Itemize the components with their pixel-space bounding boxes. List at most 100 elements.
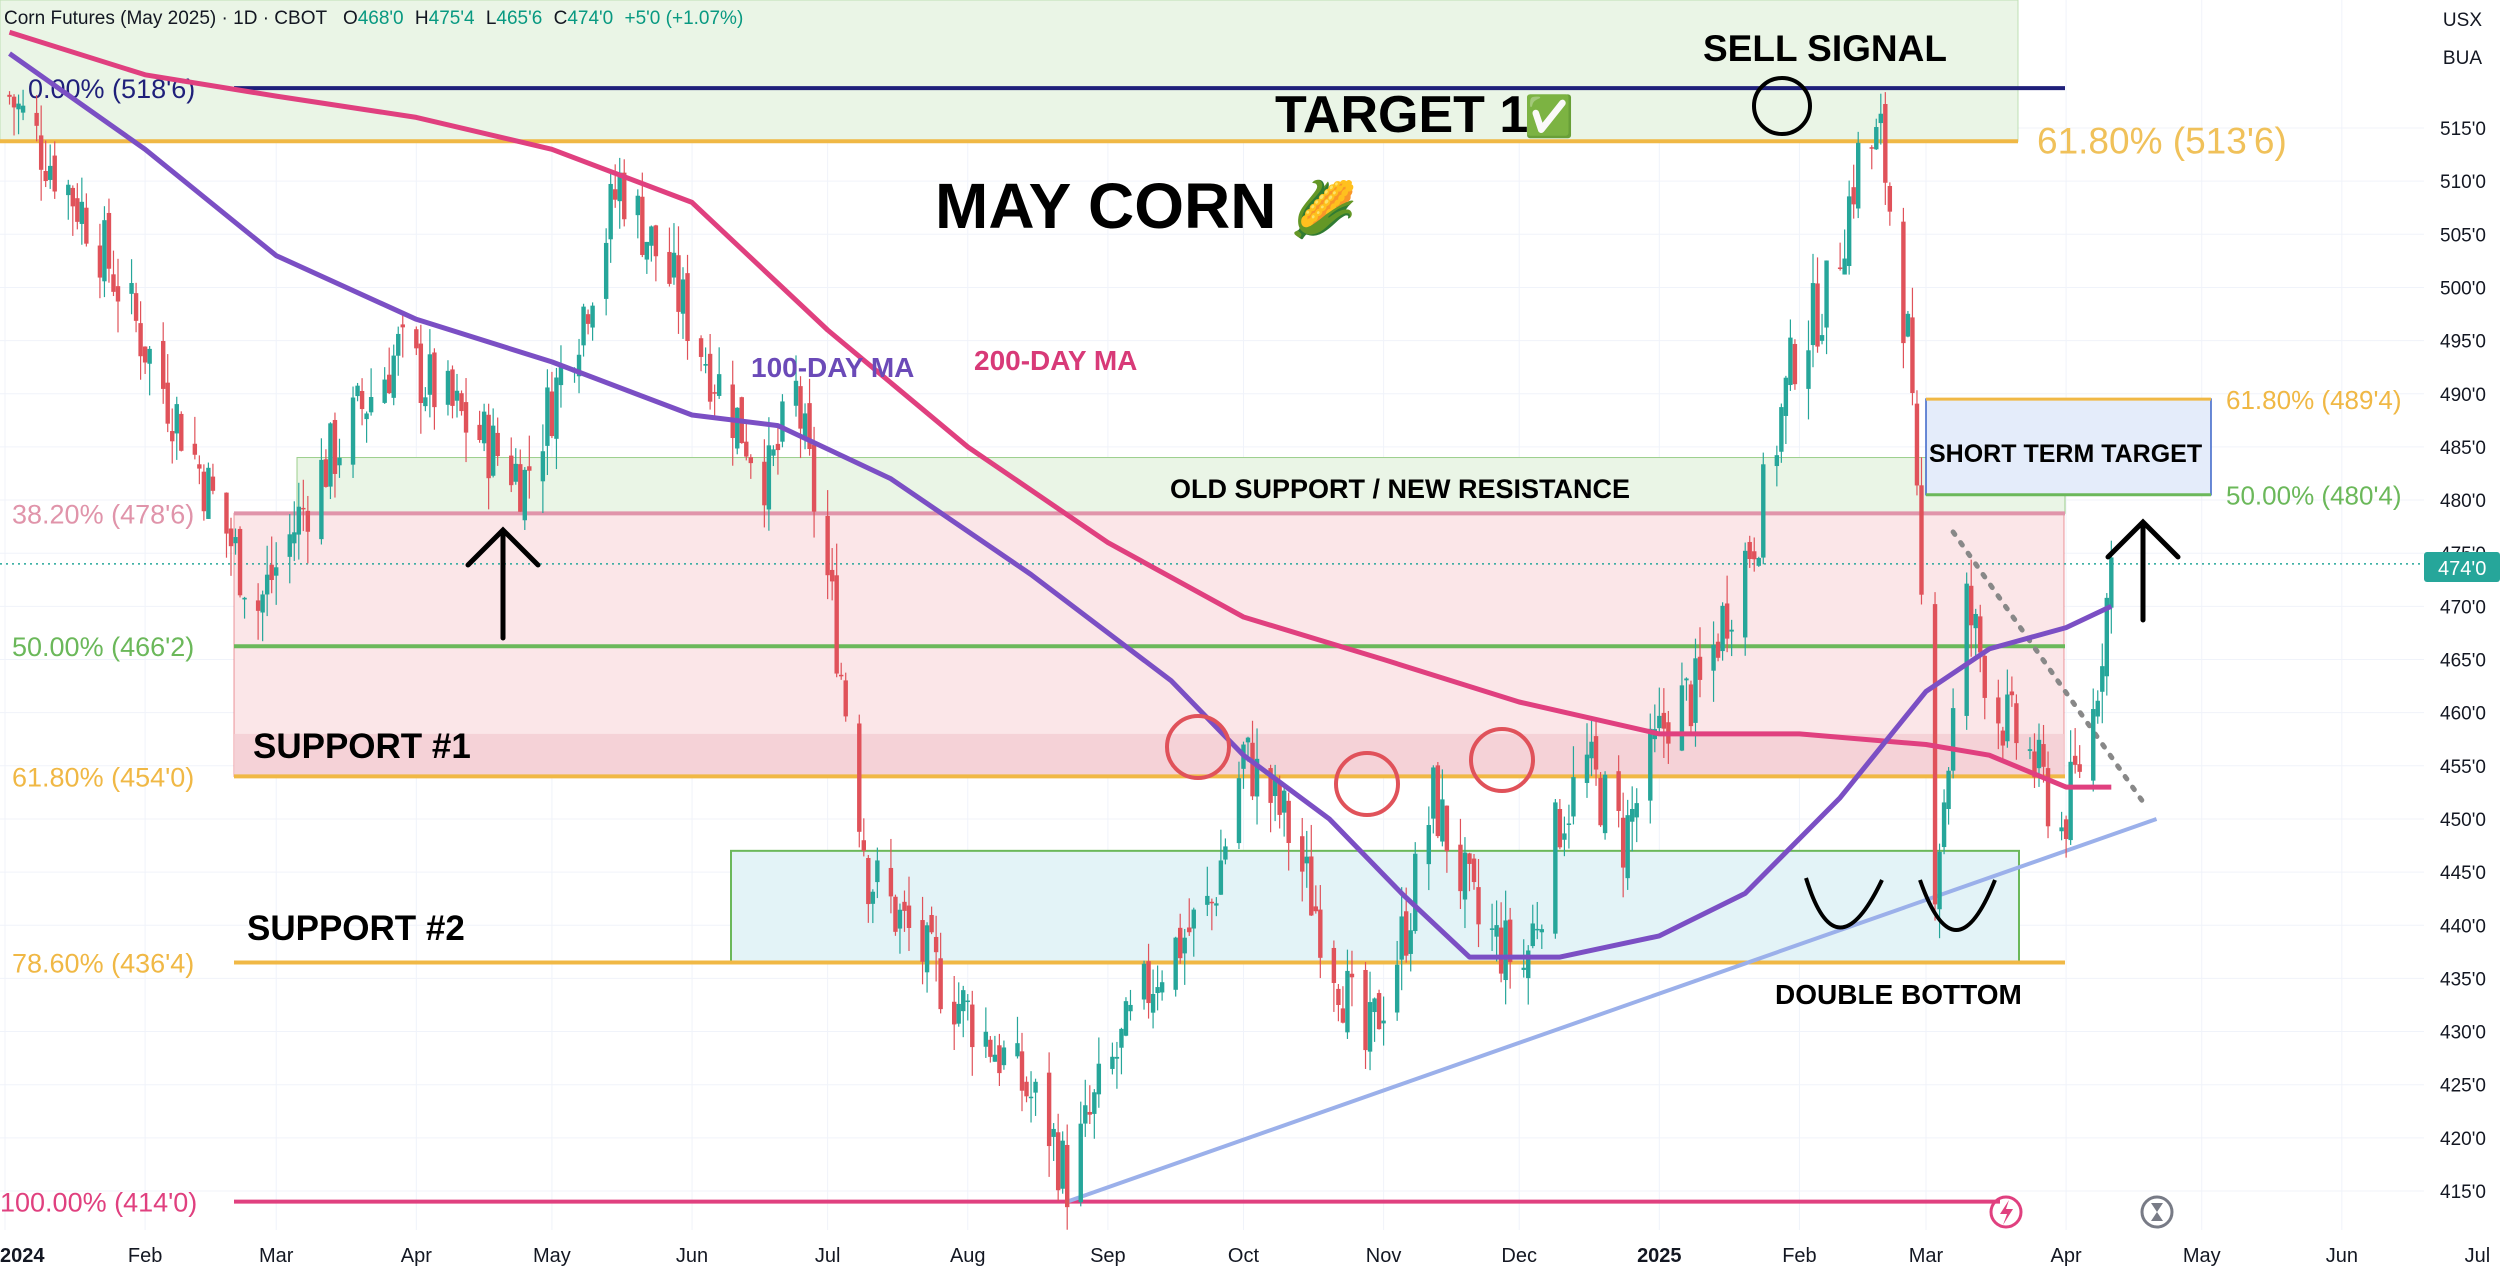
candle-body bbox=[1187, 927, 1192, 933]
candle-body bbox=[1209, 901, 1215, 904]
candle-body bbox=[897, 909, 903, 929]
candle-body bbox=[396, 333, 401, 356]
candle-body bbox=[1015, 1043, 1020, 1057]
candle-body bbox=[1236, 778, 1242, 844]
candle-body bbox=[233, 537, 238, 544]
time-tick: May bbox=[2183, 1245, 2221, 1267]
candle-body bbox=[1349, 973, 1355, 978]
candle-body bbox=[1119, 1028, 1124, 1048]
candle-body bbox=[38, 135, 44, 170]
candle-body bbox=[1752, 551, 1757, 560]
candle-body bbox=[481, 411, 487, 444]
candle-body bbox=[1268, 768, 1273, 803]
candle-body bbox=[1336, 988, 1341, 1005]
candle-body bbox=[1114, 1056, 1120, 1059]
candle-body bbox=[1720, 605, 1725, 652]
candle-body bbox=[1507, 919, 1513, 963]
candle-body bbox=[1340, 1008, 1346, 1023]
time-axis: 2024 Feb Mar Apr May Jun Jul Aug Sep Oct Nov Dec 202… bbox=[0, 1230, 2500, 1270]
fib-label: 50.00% (466'2) bbox=[12, 632, 194, 662]
candle-body bbox=[558, 367, 564, 386]
candle-body bbox=[1711, 644, 1716, 671]
candle-body bbox=[387, 374, 392, 394]
candle-body bbox=[866, 857, 871, 905]
time-tick: May bbox=[533, 1245, 571, 1267]
lightning-icon[interactable] bbox=[1989, 1195, 2023, 1229]
timer-icon[interactable] bbox=[2140, 1195, 2174, 1229]
candle-body bbox=[1602, 774, 1608, 834]
time-tick: 2024 bbox=[0, 1245, 45, 1267]
candle-body bbox=[1150, 993, 1156, 1013]
candle-body bbox=[301, 507, 306, 510]
up-arrow-icon bbox=[2105, 518, 2181, 623]
candle-body bbox=[1245, 737, 1251, 743]
candle-body bbox=[296, 506, 301, 535]
candle-body bbox=[2045, 768, 2051, 827]
candle-body bbox=[1684, 678, 1689, 681]
candle-body bbox=[450, 369, 455, 406]
candle-body bbox=[1300, 836, 1305, 872]
double-bottom-curve bbox=[1918, 879, 1997, 932]
candle-body bbox=[1973, 613, 1978, 629]
candle-body bbox=[260, 594, 265, 613]
candle-body bbox=[355, 385, 360, 397]
candle-body bbox=[97, 245, 103, 278]
candle-body bbox=[1819, 335, 1825, 341]
candle-body bbox=[1593, 736, 1599, 770]
price-tick: 500'0 bbox=[2440, 278, 2486, 299]
currency-button[interactable]: USX bbox=[2442, 10, 2482, 31]
candle-body bbox=[1146, 961, 1151, 1004]
candle-body bbox=[807, 403, 812, 450]
candle-body bbox=[1634, 803, 1639, 818]
candle-body bbox=[1083, 1105, 1088, 1124]
time-tick: Dec bbox=[1501, 1245, 1537, 1267]
candle-body bbox=[667, 251, 672, 284]
price-tick: 490'0 bbox=[2440, 385, 2486, 406]
candle-body bbox=[730, 384, 735, 439]
candle-body bbox=[829, 569, 835, 582]
candle-body bbox=[1566, 823, 1572, 825]
candle-body bbox=[2063, 819, 2069, 840]
candle-body bbox=[1661, 712, 1667, 729]
support1-band bbox=[234, 733, 2064, 777]
candle-body bbox=[70, 187, 75, 207]
candle-body bbox=[1065, 1144, 1070, 1208]
time-tick: Jun bbox=[676, 1245, 708, 1267]
candle-body bbox=[509, 455, 514, 486]
candle-body bbox=[2095, 700, 2100, 717]
up-arrow-icon bbox=[465, 526, 541, 641]
price-axis-bg bbox=[2424, 0, 2500, 1230]
candle-body bbox=[1435, 765, 1441, 837]
candle-body bbox=[1996, 697, 2001, 724]
candle-body bbox=[857, 723, 862, 832]
candle-body bbox=[210, 476, 216, 491]
candle-body bbox=[1887, 185, 1893, 212]
candle-body bbox=[1657, 715, 1662, 729]
price-tick: 455'0 bbox=[2440, 757, 2486, 778]
double-bottom-label: DOUBLE BOTTOM bbox=[1775, 979, 2022, 1010]
candle-body bbox=[1910, 317, 1915, 394]
candle-body bbox=[970, 1004, 975, 1048]
candle-body bbox=[328, 423, 333, 487]
annotations bbox=[465, 76, 2181, 932]
candle-body bbox=[640, 196, 645, 255]
candle-body bbox=[956, 1003, 961, 1024]
unit-button[interactable]: BUA bbox=[2442, 48, 2482, 69]
candle-body bbox=[382, 379, 387, 403]
candle-body bbox=[242, 597, 247, 600]
candle-body bbox=[793, 380, 799, 406]
candle-body bbox=[1250, 742, 1255, 797]
ma200-label: 200-DAY MA bbox=[974, 345, 1137, 376]
target-fib-label: 50.00% (480'4) bbox=[2226, 481, 2402, 511]
candle-body bbox=[1046, 1072, 1052, 1147]
time-axis-bg bbox=[0, 1230, 2500, 1270]
candle-body bbox=[771, 449, 776, 456]
candle-body bbox=[1159, 982, 1165, 993]
candle-body bbox=[1458, 844, 1463, 892]
last-price-tag bbox=[2424, 552, 2500, 582]
candle-body bbox=[1254, 758, 1260, 797]
candle-body bbox=[75, 198, 80, 222]
candle-body bbox=[983, 1031, 989, 1047]
time-tick: Feb bbox=[128, 1245, 162, 1267]
